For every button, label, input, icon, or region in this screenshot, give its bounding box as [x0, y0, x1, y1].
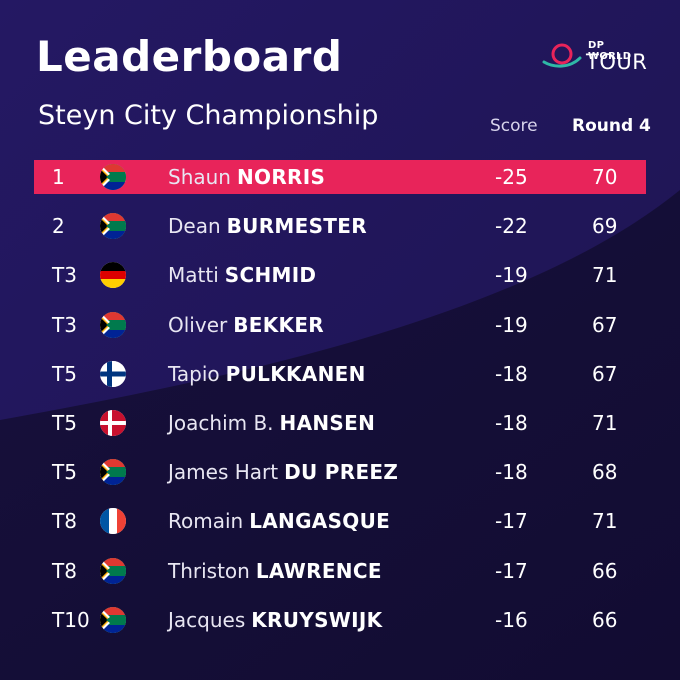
round-score: 70	[592, 165, 618, 189]
position: T3	[52, 312, 77, 337]
player-name: Dean BURMESTER	[168, 214, 367, 238]
position: T8	[52, 558, 77, 583]
leaderboard-table: 1 Shaun NORRIS -25 70 2 Dean BURMESTER -22 69 T3 Ma…	[34, 160, 646, 652]
player-last-name: NORRIS	[236, 165, 326, 189]
player-name: Tapio PULKKANEN	[168, 362, 366, 386]
player-first-name: Tapio	[168, 361, 220, 386]
page-title: Leaderboard	[36, 32, 343, 81]
tournament-name: Steyn City Championship	[38, 100, 379, 131]
player-last-name: SCHMID	[224, 263, 317, 288]
total-score: -17	[495, 509, 528, 534]
leaderboard-row: T3 Oliver BEKKER -19 67	[34, 308, 646, 342]
dp-world-tour-logo: DP WORLD TOUR	[540, 38, 650, 74]
denmark-flag-icon	[100, 409, 126, 436]
player-last-name: DU PREEZ	[284, 460, 399, 485]
player-first-name: Matti	[168, 263, 219, 288]
player-name: Romain LANGASQUE	[168, 509, 390, 533]
player-first-name: Thriston	[168, 558, 250, 583]
player-first-name: Joachim B.	[168, 410, 274, 435]
germany-flag-icon	[100, 262, 126, 289]
player-last-name: LANGASQUE	[249, 509, 391, 534]
round-score: 67	[592, 361, 618, 386]
total-score: -16	[495, 607, 528, 632]
round-score: 71	[592, 410, 618, 435]
south-africa-flag-icon	[100, 213, 126, 240]
player-name: Matti SCHMID	[168, 263, 316, 287]
player-name: Shaun NORRIS	[168, 165, 325, 189]
total-score: -22	[495, 214, 528, 239]
round-score: 69	[592, 214, 618, 239]
total-score: -17	[495, 558, 528, 583]
player-first-name: Dean	[168, 214, 221, 239]
leaderboard-row: T5 James Hart DU PREEZ -18 68	[34, 455, 646, 489]
leaderboard-row: T8 Romain LANGASQUE -17 71	[34, 504, 646, 538]
player-first-name: Oliver	[168, 312, 228, 337]
leaderboard-row: T10 Jacques KRUYSWIJK -16 66	[34, 603, 646, 637]
player-last-name: HANSEN	[279, 410, 376, 435]
player-first-name: Romain	[168, 509, 244, 534]
south-africa-flag-icon	[100, 557, 126, 584]
total-score: -25	[495, 165, 528, 189]
south-africa-flag-icon	[100, 311, 126, 338]
player-last-name: LAWRENCE	[255, 558, 382, 583]
player-name: James Hart DU PREEZ	[168, 460, 398, 484]
player-name: Joachim B. HANSEN	[168, 411, 375, 435]
finland-flag-icon	[100, 360, 126, 387]
player-first-name: James Hart	[168, 460, 279, 485]
south-africa-flag-icon	[100, 164, 126, 190]
france-flag-icon	[100, 508, 126, 535]
position: T10	[52, 607, 90, 632]
player-name: Thriston LAWRENCE	[168, 559, 382, 583]
player-last-name: BEKKER	[233, 312, 324, 337]
position: T5	[52, 460, 77, 485]
leaderboard-row: T3 Matti SCHMID -19 71	[34, 258, 646, 292]
player-last-name: PULKKANEN	[225, 361, 366, 386]
leaderboard-row: T5 Tapio PULKKANEN -18 67	[34, 357, 646, 391]
total-score: -19	[495, 312, 528, 337]
round-score: 66	[592, 607, 618, 632]
player-name: Jacques KRUYSWIJK	[168, 608, 382, 632]
leaderboard-row: T5 Joachim B. HANSEN -18 71	[34, 406, 646, 440]
round-score: 66	[592, 558, 618, 583]
round-score: 71	[592, 263, 618, 288]
position: 1	[52, 165, 65, 189]
position: T3	[52, 263, 77, 288]
leaderboard-row: T8 Thriston LAWRENCE -17 66	[34, 554, 646, 588]
position: T5	[52, 361, 77, 386]
total-score: -18	[495, 361, 528, 386]
round-score: 67	[592, 312, 618, 337]
leaderboard-row: 2 Dean BURMESTER -22 69	[34, 209, 646, 243]
player-first-name: Shaun	[168, 165, 231, 189]
position: T5	[52, 410, 77, 435]
player-first-name: Jacques	[168, 607, 246, 632]
position: 2	[52, 214, 65, 239]
south-africa-flag-icon	[100, 606, 126, 633]
player-last-name: KRUYSWIJK	[251, 607, 383, 632]
player-last-name: BURMESTER	[226, 214, 367, 239]
tour-logo-icon	[542, 43, 582, 68]
south-africa-flag-icon	[100, 459, 126, 486]
round-column-header: Round 4	[572, 116, 651, 136]
round-score: 68	[592, 460, 618, 485]
total-score: -18	[495, 410, 528, 435]
logo-text-bottom: TOUR	[586, 50, 648, 74]
position: T8	[52, 509, 77, 534]
leaderboard-row: 1 Shaun NORRIS -25 70	[34, 160, 646, 194]
round-score: 71	[592, 509, 618, 534]
player-name: Oliver BEKKER	[168, 313, 324, 337]
total-score: -19	[495, 263, 528, 288]
score-column-header: Score	[490, 116, 538, 136]
logo-text-top: DP WORLD	[588, 40, 632, 62]
total-score: -18	[495, 460, 528, 485]
